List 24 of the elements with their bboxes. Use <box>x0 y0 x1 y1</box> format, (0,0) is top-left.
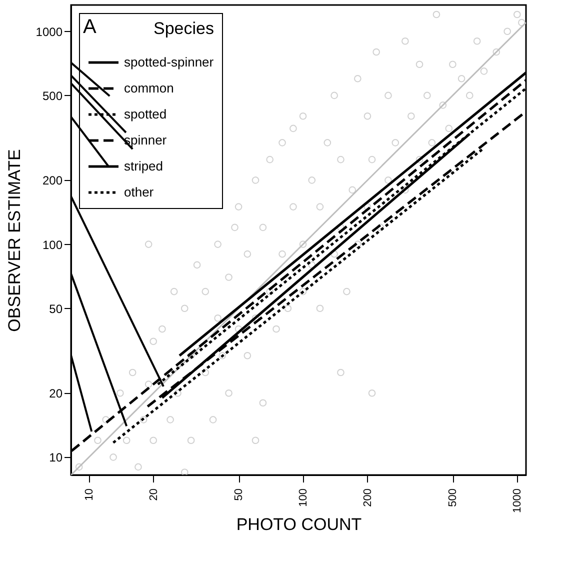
legend-title: Species <box>154 19 214 38</box>
x-tick-label: 1000 <box>512 488 524 513</box>
legend-label: spotted <box>124 106 167 122</box>
annotation: A <box>83 16 97 38</box>
y-tick-label: 10 <box>49 450 63 465</box>
y-tick-label: 500 <box>42 88 63 103</box>
legend-label: striped <box>124 158 164 174</box>
y-tick-label: 100 <box>42 238 63 252</box>
y-tick-label: 20 <box>49 386 63 401</box>
x-tick-label: 50 <box>233 488 246 501</box>
x-tick-label: 20 <box>148 488 160 501</box>
x-tick-label: 200 <box>362 488 374 507</box>
y-tick-label: 50 <box>49 302 63 316</box>
y-tick-label: 1000 <box>36 24 63 39</box>
legend-label: spotted-spinner <box>124 54 214 70</box>
x-tick-label: 10 <box>83 488 96 501</box>
legend-label: common <box>124 80 174 96</box>
legend-label: other <box>124 184 154 200</box>
legend-label: spinner <box>124 132 168 148</box>
y-tick-label: 200 <box>42 174 63 188</box>
x-tick-label: 500 <box>447 488 460 507</box>
x-axis-title: PHOTO COUNT <box>236 514 362 534</box>
y-axis-title: OBSERVER ESTIMATE <box>4 149 24 332</box>
x-tick-label: 100 <box>298 488 310 507</box>
